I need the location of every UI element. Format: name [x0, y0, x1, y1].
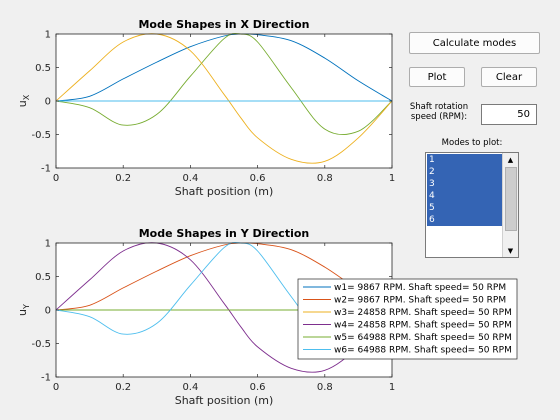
- y-tick-label: 0: [45, 97, 51, 108]
- y-axis-label: uX: [16, 94, 31, 107]
- y-tick-label: 1: [45, 30, 51, 41]
- mode-item[interactable]: 3: [427, 178, 503, 190]
- x-axis-label: Shaft position (m): [175, 185, 274, 198]
- modes-to-plot-label: Modes to plot:: [441, 138, 503, 148]
- y-tick-label: 0: [45, 306, 51, 317]
- shaft-speed-label: Shaft rotation speed (RPM):: [402, 102, 476, 122]
- clear-button[interactable]: Clear: [481, 67, 537, 87]
- legend-entry: w3= 24858 RPM. Shaft speed= 50 RPM: [334, 308, 512, 318]
- mode-item[interactable]: 4: [427, 190, 503, 202]
- y-tick-label: 0.5: [35, 272, 51, 283]
- x-tick-label: 0.6: [250, 173, 266, 184]
- scroll-down-icon[interactable]: ▼: [507, 246, 514, 255]
- listbox-scrollbar[interactable]: ▲ ▼: [502, 153, 518, 257]
- series-line: [55, 32, 393, 136]
- x-tick-label: 0.8: [317, 173, 333, 184]
- legend-entry: w4= 24858 RPM. Shaft speed= 50 RPM: [334, 321, 512, 331]
- y-tick-label: 0.5: [35, 63, 51, 74]
- x-tick-label: 0.8: [317, 382, 333, 393]
- y-axis-label-subscript: Y: [22, 304, 31, 310]
- x-tick-label: 0.2: [115, 173, 131, 184]
- legend: w1= 9867 RPM. Shaft speed= 50 RPM w2= 986…: [297, 278, 518, 360]
- x-tick-label: 0.6: [250, 382, 266, 393]
- mode-item[interactable]: 5: [427, 202, 503, 214]
- legend-entry: w1= 9867 RPM. Shaft speed= 50 RPM: [334, 283, 506, 293]
- y-tick-label: 1: [45, 239, 51, 250]
- y-axis-label: uY: [16, 304, 31, 316]
- scroll-up-icon[interactable]: ▲: [507, 155, 514, 164]
- chart-title: Mode Shapes in Y Direction: [139, 227, 310, 240]
- mode-item[interactable]: 6: [427, 214, 503, 226]
- x-tick-label: 0: [53, 173, 59, 184]
- axes-x-direction: 0 0.2 0.4 0.6 0.8 1 -1 -0.5 0 0.5 1 Mode Shapes in …: [16, 18, 395, 198]
- legend-box: [297, 278, 518, 360]
- y-tick-label: -0.5: [31, 339, 51, 350]
- x-axis-label: Shaft position (m): [175, 394, 274, 407]
- shaft-speed-label-line2: speed (RPM):: [410, 112, 468, 122]
- calculate-modes-button[interactable]: Calculate modes: [409, 32, 540, 54]
- shaft-speed-label-line1: Shaft rotation: [409, 102, 469, 112]
- y-tick-label: -1: [41, 373, 51, 384]
- legend-entry: w5= 64988 RPM. Shaft speed= 50 RPM: [334, 333, 512, 343]
- x-tick-label: 0.4: [182, 382, 198, 393]
- plot-button[interactable]: Plot: [409, 67, 465, 87]
- x-tick-label: 1: [389, 382, 395, 393]
- y-axis-label-main: u: [16, 309, 29, 316]
- y-axis-label-main: u: [16, 100, 29, 107]
- mode-item[interactable]: 2: [427, 166, 503, 178]
- y-tick-label: -0.5: [31, 130, 51, 141]
- shaft-speed-input[interactable]: [481, 104, 537, 125]
- series-line: [55, 242, 393, 373]
- x-tick-label: 0.2: [115, 382, 131, 393]
- x-tick-label: 0.4: [182, 173, 198, 184]
- scrollbar-thumb[interactable]: [505, 167, 517, 231]
- legend-entry: w6= 64988 RPM. Shaft speed= 50 RPM: [334, 346, 512, 356]
- series-line: [55, 33, 393, 164]
- legend-entry: w2= 9867 RPM. Shaft speed= 50 RPM: [334, 296, 506, 306]
- axes-y-direction: 0 0.2 0.4 0.6 0.8 1 -1 -0.5 0 0.5 1 Mode Shapes in …: [16, 227, 518, 407]
- y-tick-label: -1: [41, 164, 51, 175]
- chart-title: Mode Shapes in X Direction: [138, 18, 309, 31]
- x-tick-label: 1: [389, 173, 395, 184]
- mode-item[interactable]: 1: [427, 154, 503, 166]
- x-tick-label: 0: [53, 382, 59, 393]
- y-axis-label-subscript: X: [22, 94, 31, 100]
